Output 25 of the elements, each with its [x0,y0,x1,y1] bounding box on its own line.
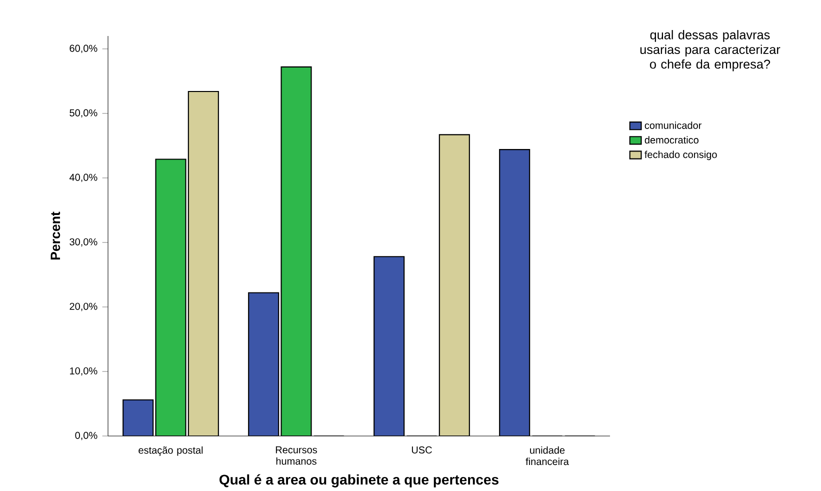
bar [155,158,186,436]
x-tick-label: unidade financeira [526,446,569,466]
legend-label: democratico [644,136,698,144]
bar [248,292,280,436]
x-tick-label: USC [412,446,432,454]
bar [374,256,405,436]
y-tick-label: 30,0% [70,238,98,247]
bar [280,66,312,436]
y-tick-label: 50,0% [70,109,98,118]
bar [188,90,219,436]
x-tick-label: estação postal [138,446,203,456]
y-tick-label: 60,0% [70,44,98,54]
legend-label: comunicador [644,122,702,129]
legend-title: qual dessas palavras usarias para caracterizar o chefe da empresa? [640,30,780,72]
legend-label: fechado consigo [644,150,717,160]
y-tick-label: 20,0% [70,302,98,312]
y-axis-title: Percent [50,212,60,260]
x-tick-label: Recursos humanos [276,446,318,465]
y-tick-label: 40,0% [69,174,98,182]
bar [122,399,154,436]
y-tick-label: 0,0% [75,432,98,440]
bar [438,134,470,436]
x-axis-title: Qual é a area ou gabinete a que pertences [220,474,498,488]
y-tick-label: 10,0% [70,367,98,376]
bar [499,149,530,436]
